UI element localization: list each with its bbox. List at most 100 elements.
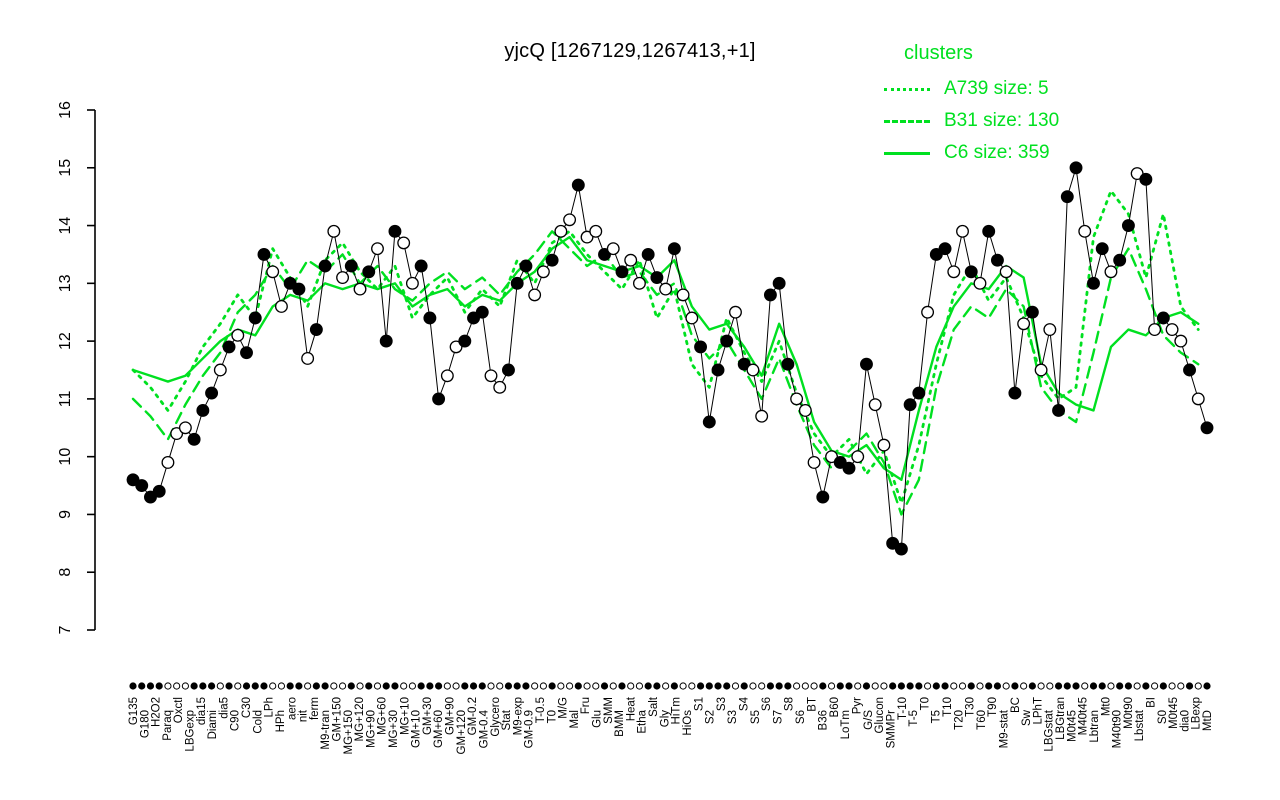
open-data-point <box>1165 323 1179 337</box>
strip-dot <box>932 682 940 690</box>
open-data-point <box>1130 167 1144 181</box>
open-data-point <box>868 398 882 412</box>
strip-dot <box>583 682 591 690</box>
strip-dot <box>906 682 914 690</box>
open-data-point <box>1017 317 1031 331</box>
x-condition-label: M0t45 <box>1168 697 1180 729</box>
x-condition-label: HiTm <box>671 697 683 724</box>
x-condition-label: S0 <box>1157 710 1169 724</box>
x-condition-label: B36 <box>818 710 830 730</box>
x-condition-label: GM+90 <box>445 697 457 735</box>
x-condition-label: C30 <box>241 697 253 718</box>
open-data-point <box>1148 323 1162 337</box>
y-tick-label: 12 <box>57 332 74 350</box>
x-condition-label: Lbstat <box>1134 709 1146 741</box>
strip-dot <box>1159 682 1167 690</box>
x-condition-label: T90 <box>987 697 999 717</box>
open-data-point <box>1043 323 1057 337</box>
filled-data-point <box>283 276 297 290</box>
filled-data-point <box>292 282 306 296</box>
strip-dot <box>592 682 600 690</box>
strip-dot <box>950 682 958 690</box>
open-data-point <box>161 455 175 469</box>
x-condition-label: LPhT <box>1032 697 1044 725</box>
open-data-point <box>536 265 550 279</box>
open-data-point <box>632 276 646 290</box>
strip-dot <box>1098 682 1106 690</box>
strip-dot <box>365 682 373 690</box>
strip-dot <box>1107 682 1115 690</box>
strip-dot <box>417 682 425 690</box>
open-data-point <box>336 271 350 285</box>
filled-data-point <box>894 542 908 556</box>
legend-title: clusters <box>904 42 973 64</box>
filled-data-point <box>432 392 446 406</box>
x-condition-label: T5 <box>931 710 943 723</box>
x-condition-label: Mt0 <box>1100 697 1112 716</box>
open-data-point <box>301 351 315 365</box>
open-data-point <box>589 224 603 238</box>
open-data-point <box>580 230 594 244</box>
legend-entry-c6: C6 size: 359 <box>884 137 1059 169</box>
open-data-point <box>624 253 638 267</box>
filled-data-point <box>641 247 655 261</box>
x-condition-label: Etha <box>637 709 649 733</box>
open-data-point <box>563 213 577 227</box>
open-data-point <box>1174 334 1188 348</box>
x-condition-label: S3 <box>727 710 739 724</box>
strip-dot <box>1037 682 1045 690</box>
strip-dot <box>304 682 312 690</box>
filled-data-point <box>833 455 847 469</box>
open-data-point <box>484 369 498 383</box>
filled-data-point <box>196 403 210 417</box>
open-data-point <box>440 369 454 383</box>
x-condition-label: dia0 <box>1179 710 1191 732</box>
filled-data-point <box>1200 421 1214 435</box>
x-condition-label: T60 <box>976 710 988 730</box>
x-condition-label: LBexp <box>1191 697 1203 730</box>
x-condition-label: GM+120 <box>456 710 468 754</box>
filled-data-point <box>1139 172 1153 186</box>
open-data-point <box>405 276 419 290</box>
x-condition-label: GM+150 <box>331 697 343 741</box>
strip-dot <box>216 682 224 690</box>
filled-data-point <box>938 242 952 256</box>
x-condition-label: T0 <box>919 697 931 710</box>
strip-dot <box>609 682 617 690</box>
strip-dot <box>627 682 635 690</box>
x-condition-label: GM-0.9 <box>524 710 536 748</box>
x-condition-label: T10 <box>942 697 954 717</box>
filled-data-point <box>510 276 524 290</box>
x-condition-label: LPh <box>264 697 276 717</box>
x-axis-labels: G135 G180 H2O2 Paraq Oxctl LBGexp dia15 Diamidi… <box>128 696 1214 754</box>
legend-entry-b31: B31 size: 130 <box>884 105 1059 137</box>
strip-dot <box>181 682 189 690</box>
cluster-line-C6 <box>131 235 1200 481</box>
strip-dot <box>1124 682 1133 690</box>
x-condition-label: LoTm <box>840 710 852 739</box>
open-data-point <box>685 311 699 325</box>
x-condition-label: H2O2 <box>151 697 163 727</box>
strip-dot <box>740 682 748 690</box>
x-condition-label: MG+30 <box>388 710 400 748</box>
x-condition-label: C90 <box>230 710 242 731</box>
y-tick-label: 8 <box>57 568 74 577</box>
y-tick-label: 10 <box>57 448 74 466</box>
x-condition-label: S1 <box>693 697 705 711</box>
filled-data-point <box>318 259 332 273</box>
strip-dot <box>749 682 757 690</box>
strip-dot <box>1072 682 1080 690</box>
filled-data-point <box>1060 190 1074 204</box>
x-condition-label: Heat <box>625 696 637 721</box>
filled-data-point <box>344 259 358 273</box>
x-condition-label: LBGexp <box>185 710 197 752</box>
dashed-line-sample <box>884 119 930 123</box>
x-condition-label: M0t90 <box>1123 697 1135 729</box>
x-condition-label: S2 <box>705 710 717 724</box>
strip-dot <box>338 682 347 690</box>
filled-data-point <box>711 363 725 377</box>
x-condition-label: Diami <box>207 710 219 739</box>
filled-data-point <box>135 479 149 493</box>
x-condition-label: MG+90 <box>365 710 377 748</box>
strip-dot <box>138 682 146 690</box>
